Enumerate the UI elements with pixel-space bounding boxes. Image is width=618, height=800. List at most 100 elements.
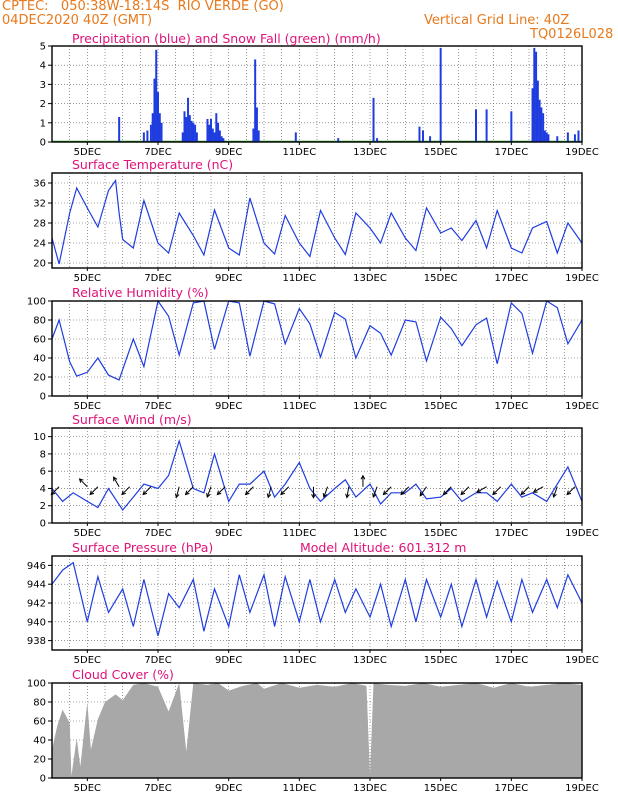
precip-bar <box>376 138 379 142</box>
pressure-xtick-label: 13DEC <box>353 655 387 666</box>
wind-arrow-head <box>360 474 366 480</box>
cloud-ytick-label: 60 <box>33 717 46 728</box>
wind-xtick-label: 13DEC <box>353 528 387 539</box>
pressure-xtick-label: 15DEC <box>424 655 458 666</box>
precip-bar <box>255 107 258 142</box>
wind-xtick-label: 17DEC <box>494 528 528 539</box>
precip-bar <box>215 113 218 142</box>
precip-bar <box>155 49 158 143</box>
pressure-ytick-label: 942 <box>27 599 46 610</box>
wind-arrow <box>185 486 194 495</box>
cloud-ytick-label: 20 <box>33 755 46 766</box>
humidity-ytick-label: 0 <box>40 392 46 403</box>
pressure-ytick-label: 944 <box>27 580 46 591</box>
pressure-ytick-label: 938 <box>27 636 46 647</box>
grid-note: Vertical Grid Line: 40Z <box>424 13 570 28</box>
pressure-ytick-label: 946 <box>27 561 46 572</box>
wind-ytick-label: 8 <box>40 449 46 460</box>
wind-ytick-label: 6 <box>40 467 46 478</box>
wind-xtick-label: 15DEC <box>424 528 458 539</box>
precip-bar <box>181 132 184 142</box>
precip-xtick-label: 13DEC <box>353 147 387 158</box>
wind-arrow-head <box>382 490 388 496</box>
pressure-panel: 938 940 942 944 946 5DEC 7DEC 9DEC 11DEC 13DEC 15D… <box>27 555 599 666</box>
humidity-xtick-label: 15DEC <box>424 401 458 412</box>
cloud-xtick-label: 15DEC <box>424 783 458 794</box>
precip-bar <box>210 118 212 142</box>
humidity-line <box>51 299 583 381</box>
wind-arrow-head <box>206 493 211 499</box>
precip-bar <box>422 130 424 142</box>
wind-arrow <box>443 486 452 495</box>
precip-bar <box>540 107 543 142</box>
pressure-xtick-label: 5DEC <box>74 655 101 666</box>
precip-xtick-label: 17DEC <box>494 147 528 158</box>
wind-arrow <box>383 486 392 495</box>
wind-arrow-head <box>492 490 497 496</box>
precip-bar <box>542 113 545 142</box>
humidity-xtick-label: 7DEC <box>144 401 171 412</box>
precip-ytick-label: 1 <box>40 118 46 129</box>
wind-arrow <box>217 486 226 495</box>
wind-arrow-head <box>552 493 557 499</box>
precip-bar <box>185 117 188 142</box>
temperature-xtick-label: 9DEC <box>215 273 242 284</box>
precip-bar <box>188 115 191 142</box>
humidity-frame <box>51 300 583 397</box>
wind-arrow-head <box>372 493 377 499</box>
temperature-xtick-label: 17DEC <box>494 273 528 284</box>
pressure-xtick-label: 11DEC <box>282 655 316 666</box>
temperature-xtick-label: 19DEC <box>565 273 599 284</box>
wind-xtick-label: 11DEC <box>282 528 316 539</box>
wind-arrow <box>476 486 487 493</box>
wind-arrow <box>142 486 152 495</box>
cloud-ytick-label: 80 <box>33 698 46 709</box>
precip-bar <box>439 47 442 142</box>
precip-bar <box>157 92 159 142</box>
chart-header: CPTEC: 050:38W-18:14S RIO VERDE (GO) 04D… <box>0 0 618 46</box>
temperature-xtick-label: 13DEC <box>353 273 387 284</box>
wind-xtick-label: 5DEC <box>74 528 101 539</box>
precip-bar <box>183 111 186 142</box>
precip-bar <box>573 134 576 142</box>
precip-bar <box>429 136 432 142</box>
temperature-xtick-label: 5DEC <box>74 273 101 284</box>
precip-bar <box>543 130 546 142</box>
precip-bar <box>118 117 121 142</box>
wind-arrow <box>245 486 254 495</box>
wind-arrow <box>79 478 88 488</box>
wind-arrow <box>175 486 180 498</box>
cloud-xtick-label: 17DEC <box>494 783 528 794</box>
wind-arrow <box>492 486 502 495</box>
humidity-xtick-label: 5DEC <box>74 401 101 412</box>
temperature-xtick-label: 11DEC <box>282 273 316 284</box>
precip-bar <box>547 134 550 142</box>
wind-arrow-head <box>244 490 250 496</box>
precip-bar <box>475 109 477 142</box>
precip-ytick-label: 4 <box>40 61 46 72</box>
cloud-panel: 0 20 40 60 80 100 5DEC 7DEC 9DEC 11DEC 13DEC 15DEC 1… <box>27 679 599 795</box>
precip-bar <box>146 130 149 142</box>
temperature-xtick-label: 7DEC <box>144 273 171 284</box>
wind-arrow-head <box>345 493 350 499</box>
wind-arrow-head <box>216 490 222 496</box>
humidity-ytick-label: 100 <box>27 297 46 308</box>
cloud-ytick-label: 100 <box>27 679 46 690</box>
precip-bar <box>510 111 513 142</box>
precip-bar <box>190 120 193 142</box>
wind-arrow-head <box>322 493 328 499</box>
wind-arrow-head <box>460 490 466 496</box>
temperature-ytick-label: 32 <box>33 199 46 210</box>
wind-ytick-label: 4 <box>40 484 46 495</box>
precip-bar <box>535 51 538 143</box>
wind-arrow <box>533 486 544 493</box>
precip-bar <box>533 47 536 142</box>
precip-bar <box>149 124 152 142</box>
precip-bar <box>222 138 225 142</box>
model-code: TQ0126L028 <box>530 27 614 42</box>
cloud-xtick-label: 11DEC <box>282 783 316 794</box>
wind-arrow-head <box>400 490 406 496</box>
cloud-ytick-label: 0 <box>40 774 46 785</box>
humidity-panel: 0 20 40 60 80 100 5DEC 7DEC 9DEC 11DEC 13DEC 15DEC 1… <box>27 297 599 413</box>
